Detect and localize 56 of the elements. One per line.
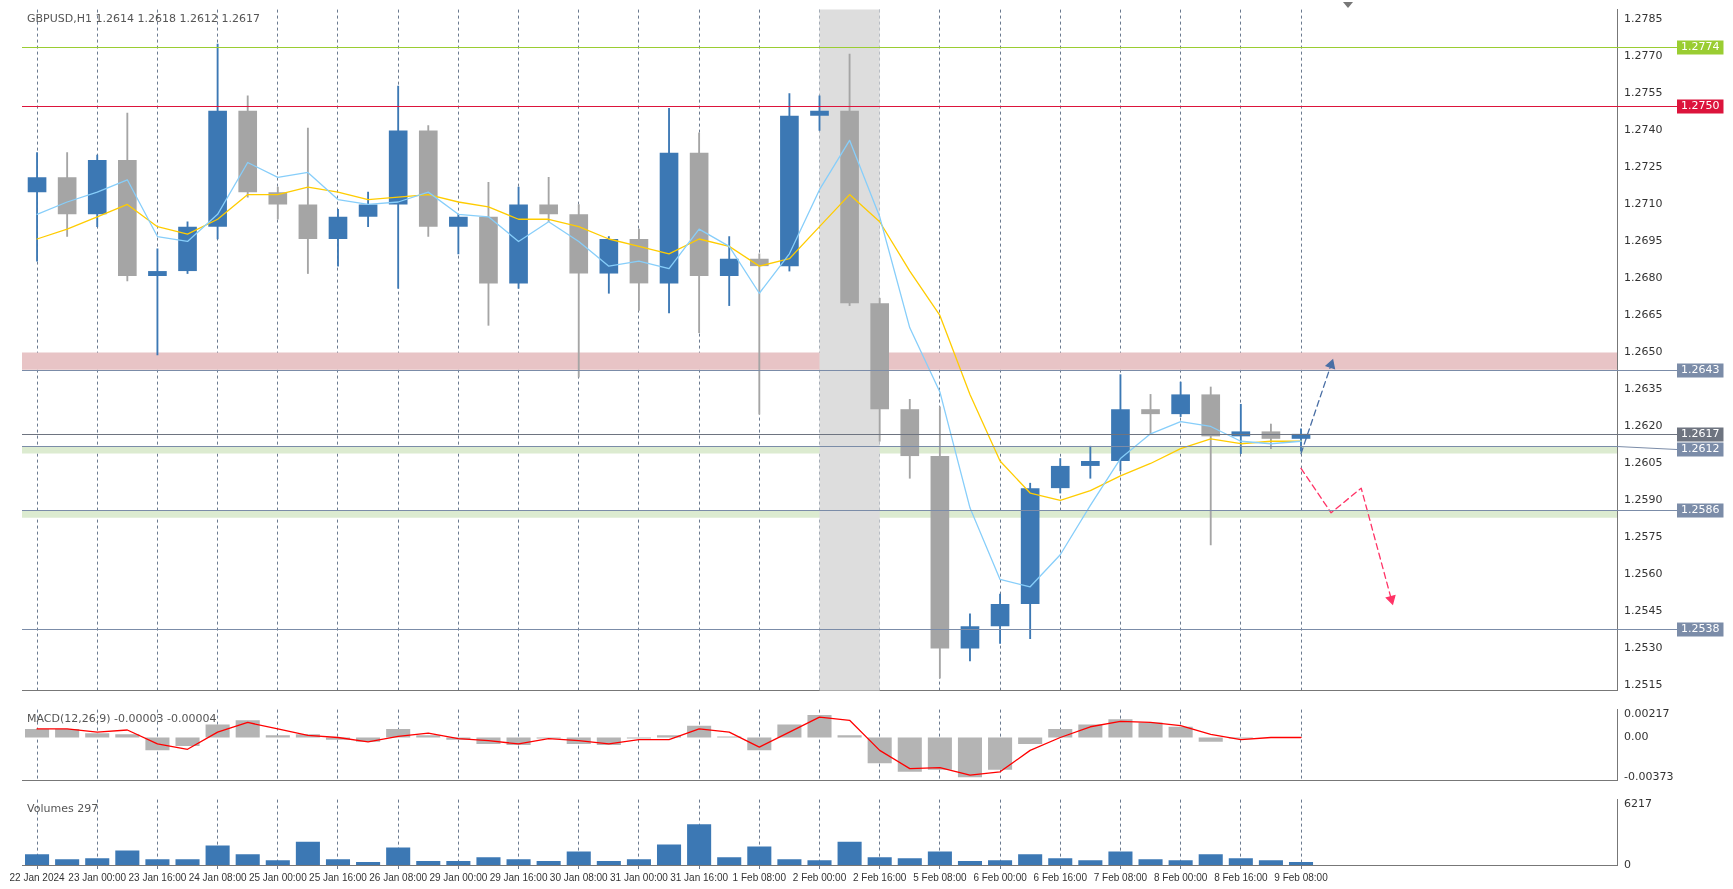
x-tick-label: 6 Feb 16:00 <box>1033 871 1088 883</box>
x-tick-label: 9 Feb 08:00 <box>1274 871 1329 883</box>
y-tick-label: 0 <box>1624 857 1631 871</box>
x-tick-label: 7 Feb 08:00 <box>1093 871 1148 883</box>
y-tick-label: 0.00 <box>1624 730 1649 744</box>
ref-line-label: 1.2612 <box>1681 442 1720 456</box>
x-tick-label: 23 Jan 16:00 <box>128 871 187 883</box>
x-tick-label: 29 Jan 00:00 <box>429 871 488 883</box>
y-tick-label: 1.2740 <box>1624 123 1663 137</box>
x-tick-label: 31 Jan 16:00 <box>670 871 729 883</box>
y-tick-label: 0.00217 <box>1624 707 1670 721</box>
ref-line-label: 1.2643 <box>1681 363 1720 377</box>
y-tick-label: 1.2590 <box>1624 493 1663 507</box>
x-tick-label: 24 Jan 08:00 <box>188 871 247 883</box>
y-tick-label: 1.2695 <box>1624 234 1663 248</box>
x-tick-label: 8 Feb 16:00 <box>1214 871 1268 883</box>
y-tick-label: 1.2665 <box>1624 308 1663 322</box>
y-tick-label: 1.2515 <box>1624 678 1663 692</box>
ref-line-label: 1.2617 <box>1681 427 1720 441</box>
y-tick-label: 1.2710 <box>1624 197 1663 211</box>
x-tick-label: 8 Feb 00:00 <box>1153 871 1208 883</box>
x-tick-label: 2 Feb 00:00 <box>792 871 847 883</box>
chart-title: MACD(12,26,9) -0.00003 -0.00004 <box>27 711 217 725</box>
y-tick-label: 1.2755 <box>1624 86 1663 100</box>
y-tick-label: 1.2650 <box>1624 345 1663 359</box>
ref-line-label: 1.2586 <box>1681 503 1720 517</box>
y-tick-label: 1.2605 <box>1624 456 1663 470</box>
ref-line-label: 1.2774 <box>1681 40 1720 54</box>
y-tick-label: 1.2545 <box>1624 604 1663 618</box>
x-tick-label: 6 Feb 00:00 <box>973 871 1028 883</box>
y-tick-label: 1.2620 <box>1624 419 1663 433</box>
ref-line-label: 1.2538 <box>1681 622 1720 636</box>
x-tick-label: 25 Jan 00:00 <box>248 871 308 883</box>
y-tick-label: 1.2560 <box>1624 567 1663 581</box>
x-tick-label: 31 Jan 00:00 <box>610 871 669 883</box>
x-tick-label: 5 Feb 08:00 <box>913 871 967 883</box>
x-tick-label: 25 Jan 16:00 <box>309 871 368 883</box>
y-tick-label: 6217 <box>1624 797 1652 811</box>
y-tick-label: 1.2635 <box>1624 382 1663 396</box>
chart-title: GBPUSD,H1 1.2614 1.2618 1.2612 1.2617 <box>27 11 260 25</box>
ref-line-label: 1.2750 <box>1681 99 1720 113</box>
x-tick-label: 23 Jan 00:00 <box>68 871 127 883</box>
y-tick-label: 1.2680 <box>1624 271 1663 285</box>
chart-title: Volumes 297 <box>27 801 99 815</box>
x-tick-label: 30 Jan 08:00 <box>549 871 609 883</box>
y-tick-label: 1.2785 <box>1624 12 1663 26</box>
x-tick-label: 29 Jan 16:00 <box>489 871 548 883</box>
y-tick-label: 1.2575 <box>1624 530 1663 544</box>
y-tick-label: 1.2725 <box>1624 160 1663 174</box>
x-tick-label: 26 Jan 08:00 <box>369 871 428 883</box>
y-tick-label: 1.2770 <box>1624 49 1663 63</box>
y-tick-label: 1.2530 <box>1624 641 1663 655</box>
y-tick-label: -0.00373 <box>1624 770 1674 784</box>
x-tick-label: 2 Feb 16:00 <box>853 871 907 883</box>
x-tick-label: 1 Feb 08:00 <box>732 871 787 883</box>
x-tick-label: 22 Jan 2024 <box>9 871 65 883</box>
